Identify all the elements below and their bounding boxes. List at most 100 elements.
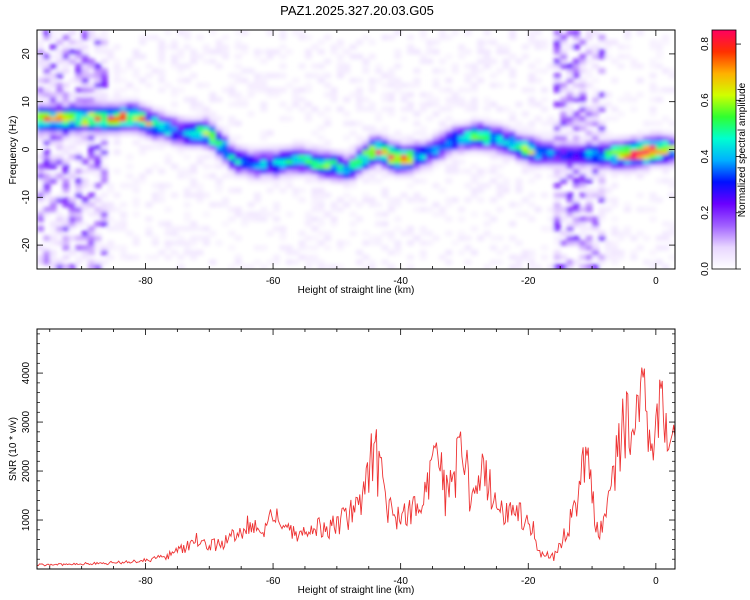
spectrogram-cell: [572, 211, 580, 218]
spectrogram-cell: [100, 125, 108, 131]
spectrogram-cell: [509, 154, 517, 160]
spectrogram-cell: [68, 120, 76, 127]
spectrogram-cell: [75, 125, 83, 131]
spectrogram-cell: [266, 149, 274, 155]
spectrogram-cell: [528, 130, 536, 136]
spectrogram-cell: [304, 73, 312, 79]
spectrogram-cell: [164, 82, 172, 88]
spectrogram-cell: [68, 135, 76, 141]
spectrogram-cell: [215, 49, 223, 55]
spectrogram-cell: [528, 254, 536, 261]
spectrogram-cell: [285, 173, 293, 179]
spectrogram-cell: [349, 230, 357, 237]
spectrogram-cell: [413, 144, 421, 151]
spectrogram-cell: [477, 197, 485, 203]
spectrogram-cell: [88, 235, 96, 241]
spectrogram-cell: [496, 173, 504, 179]
spectrogram-cell: [407, 106, 415, 112]
spectrogram-cell: [592, 77, 600, 84]
spectrogram-cell: [228, 135, 236, 141]
spectrogram-cell: [298, 163, 306, 170]
spectrogram-cell: [483, 135, 491, 141]
spectrogram-cell: [413, 111, 421, 117]
spectrogram-cell: [668, 159, 675, 165]
spectrogram-cell: [94, 68, 102, 74]
spectrogram-cell: [158, 192, 166, 198]
spectrogram-cell: [151, 240, 159, 246]
spectrogram-cell: [88, 63, 96, 69]
spectrogram-cell: [88, 245, 96, 251]
spectrogram-cell: [343, 159, 351, 165]
spectrogram-cell: [368, 235, 376, 241]
spectrogram-cell: [292, 144, 300, 151]
spectrogram-cell: [445, 216, 453, 222]
spectrogram-cell: [279, 53, 287, 60]
spectrogram-cell: [458, 249, 466, 256]
spectrogram-cell: [139, 116, 147, 122]
spectrogram-cell: [260, 135, 268, 141]
spectrogram-cell: [356, 163, 363, 170]
spectrogram-cell: [649, 192, 657, 198]
spectrogram-cell: [234, 63, 242, 69]
spectrogram-cell: [343, 173, 351, 179]
spectrogram-cell: [432, 154, 440, 160]
spectrogram-cell: [489, 120, 497, 127]
spectrogram-cell: [94, 87, 102, 93]
spectrogram-cell: [222, 197, 229, 203]
spectrogram-cell: [202, 163, 210, 170]
spectrogram-cell: [68, 58, 76, 65]
spectrogram-cell: [585, 44, 593, 50]
spectrogram-cell: [304, 245, 312, 251]
spectrogram-cell: [611, 39, 619, 45]
spectrogram-cell: [553, 101, 561, 108]
spectrogram-cell: [579, 68, 587, 74]
spectrogram-cell: [579, 92, 587, 98]
spectrogram-cell: [304, 149, 312, 155]
spectrogram-cell: [509, 254, 517, 261]
spectrogram-cell: [534, 159, 542, 165]
spectrogram-cell: [164, 225, 172, 232]
spectrogram-cell: [324, 235, 332, 241]
spectrogram-cell: [362, 144, 370, 151]
spectrogram-cell: [234, 101, 242, 108]
spectrogram-cell: [183, 202, 191, 208]
spectrogram-cell: [151, 106, 159, 112]
spectrogram-cell: [560, 168, 568, 174]
spectrogram-cell: [572, 168, 580, 174]
spectrogram-cell: [477, 68, 485, 74]
spectrogram-cell: [88, 82, 96, 88]
spectrogram-cell: [451, 68, 459, 74]
spectrogram-cell: [445, 125, 453, 131]
spectrogram-cell: [343, 63, 351, 69]
spectrogram-cell: [107, 254, 115, 261]
spectrogram-cell: [88, 120, 96, 127]
spectrogram-cell: [630, 163, 638, 170]
spectrogram-cell: [349, 159, 357, 165]
spectrogram-cell: [273, 178, 281, 184]
spectrogram-cell: [311, 168, 319, 174]
spectrogram-cell: [496, 130, 504, 136]
spectrogram-cell: [298, 96, 306, 103]
spectrogram-cell: [655, 135, 663, 141]
spectrogram-cell: [304, 34, 312, 41]
spectrogram-cell: [470, 211, 478, 218]
spectrogram-cell: [158, 53, 166, 60]
spectrogram-cell: [617, 230, 625, 237]
spectrogram-cell: [451, 154, 459, 160]
spectrogram-cell: [158, 58, 166, 65]
spectrogram-cell: [62, 44, 70, 50]
spectrogram-cell: [285, 154, 293, 160]
spectrogram-cell: [100, 178, 108, 184]
spectrogram-cell: [598, 178, 606, 184]
spectrogram-cell: [381, 245, 389, 251]
spectrogram-cell: [177, 139, 185, 146]
spectrogram-cell: [273, 49, 281, 55]
spectrogram-cell: [49, 44, 57, 50]
spectrogram-cell: [585, 240, 593, 246]
spectrogram-cell: [617, 168, 625, 174]
spectrogram-cell: [49, 130, 57, 136]
spectrogram-cell: [521, 144, 529, 151]
spectrogram-cell: [317, 216, 325, 222]
spectrogram-cell: [547, 63, 555, 69]
spectrogram-cell: [88, 230, 96, 237]
